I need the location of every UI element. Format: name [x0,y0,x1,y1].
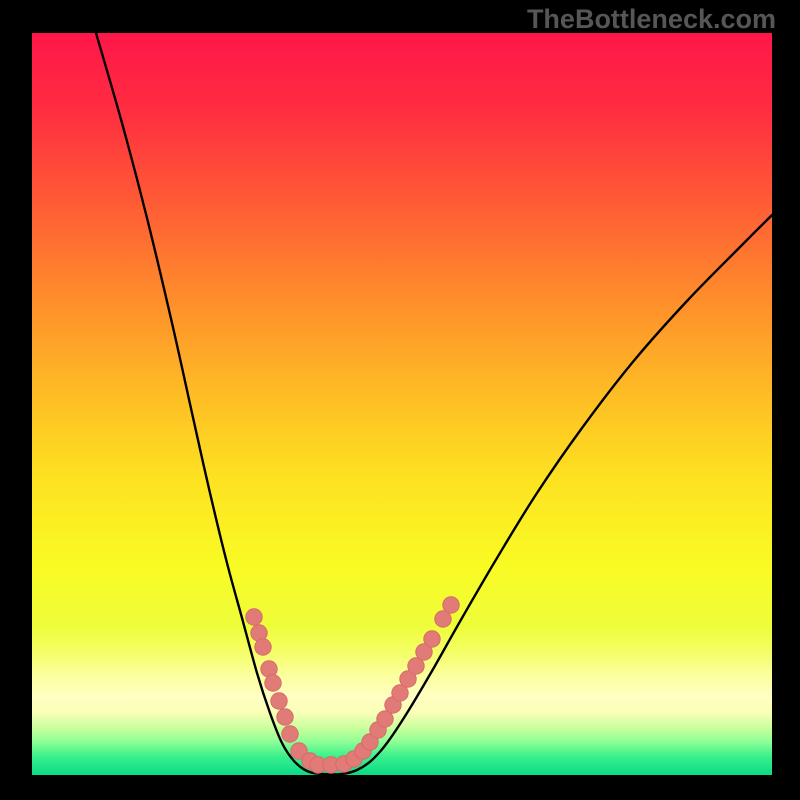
chart-container: TheBottleneck.com [0,0,800,800]
data-marker [277,709,293,725]
data-marker [282,726,298,742]
data-marker [424,631,440,647]
bottleneck-curve [96,33,772,774]
data-marker [443,597,459,613]
plot-svg [32,33,772,775]
data-marker [271,693,287,709]
watermark-text: TheBottleneck.com [527,4,776,35]
plot-area [32,33,772,775]
data-marker [246,609,262,625]
data-marker [255,639,271,655]
data-marker [265,675,281,691]
